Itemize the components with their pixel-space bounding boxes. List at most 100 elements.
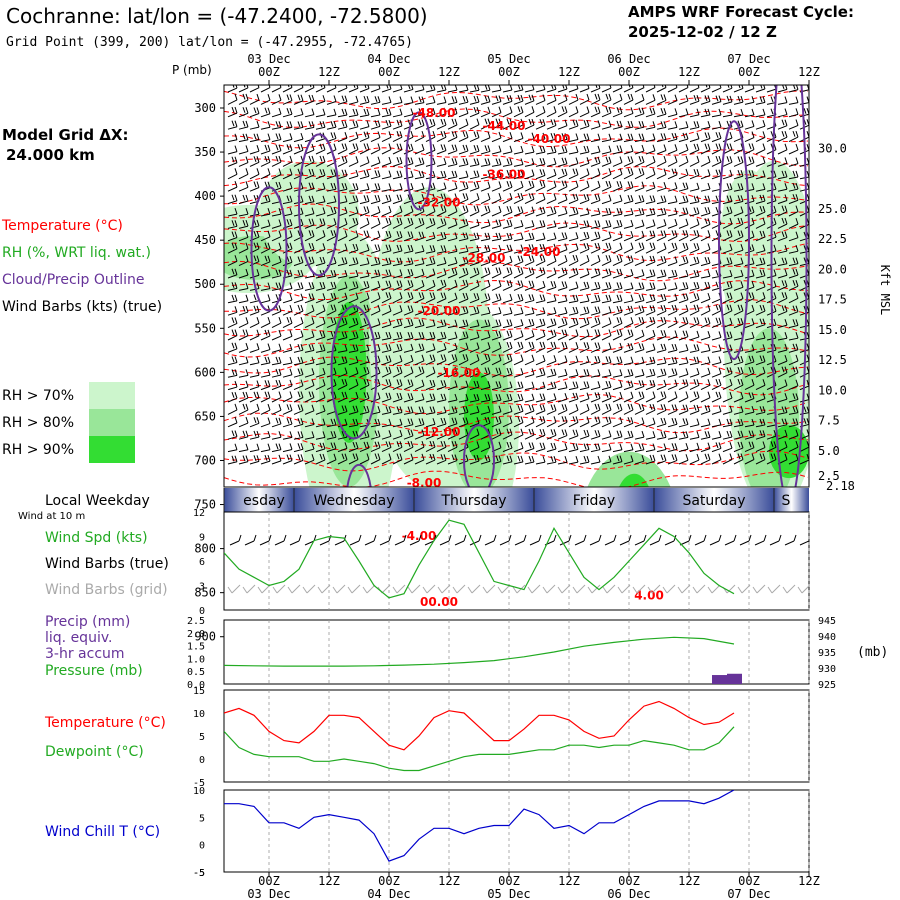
wind-barb [799, 199, 809, 205]
wind-barb-flag [641, 208, 645, 215]
wind-barb-flag [322, 317, 326, 324]
wind-barb [645, 99, 656, 105]
wind-barb [348, 397, 359, 403]
wind-barb [524, 421, 535, 428]
wind-barb-flag [608, 220, 612, 227]
wind-barb-flag [627, 255, 631, 262]
wind-barb-flag [333, 95, 337, 102]
wind-barb-flag [616, 282, 620, 289]
wind-barb-flag [520, 206, 524, 213]
wind-barb-flag [685, 155, 689, 163]
legend-wind-at: Wind at 10 m [18, 511, 85, 522]
wind-barb [491, 422, 502, 428]
wind-barb [304, 336, 315, 341]
wind-barb [579, 422, 590, 428]
wind-barb-flag [561, 267, 565, 274]
wind-barb-flag [685, 404, 689, 411]
wind-barb-flag [399, 366, 403, 373]
grid-wind-barb [786, 584, 796, 594]
wind-barb-flag [616, 356, 620, 363]
wind-barb-flag [443, 393, 447, 401]
wind-barb-flag [685, 356, 689, 364]
wind-barb-flag [751, 405, 755, 413]
wind-barb-flag [685, 168, 689, 176]
wind-barb [436, 199, 447, 205]
wind-barb [403, 223, 414, 229]
wind-barb-flag [333, 367, 337, 374]
wind-barb [458, 285, 469, 291]
grid-wind-barb [471, 584, 481, 594]
wind-barb [238, 126, 249, 130]
wind-barb-flag [297, 256, 301, 263]
wind-barb [634, 139, 645, 143]
wind-barb [634, 348, 645, 353]
wind-barb [414, 149, 425, 155]
wind-barb-flag [740, 156, 744, 163]
wind-barb-flag [267, 294, 271, 301]
grid-wind-barb [666, 584, 676, 594]
wind-barb-flag [242, 120, 246, 127]
wind-barb-flag [487, 381, 491, 388]
wind-barb-flag [311, 404, 315, 411]
wind-barb [260, 409, 271, 415]
wind-barb-flag [663, 155, 667, 163]
wind-barb-flag [399, 244, 403, 252]
wind-barb-flag [520, 280, 524, 287]
rh-region [739, 328, 799, 487]
wind-barb-flag [707, 317, 711, 324]
time-tick-label: 12Z [678, 65, 700, 79]
wind-barb-flag [608, 133, 612, 140]
wind-barb [381, 188, 392, 192]
wind-barb-flag [641, 316, 645, 324]
wind-barb-flag [333, 257, 337, 264]
wind-barb-flag [278, 230, 282, 237]
wind-barb-flag [487, 256, 491, 263]
wind-barb-flag [410, 143, 414, 151]
wind-barb-flag [231, 329, 235, 336]
wind-barb-flag [484, 232, 488, 239]
wind-barb-flag [410, 379, 414, 386]
wind-barb-flag [289, 368, 293, 375]
weekday-cell [414, 488, 534, 512]
wind-barb [612, 162, 623, 167]
wind-barb [458, 386, 469, 391]
wind-barb-flag [234, 156, 238, 163]
wind-barb [502, 434, 513, 440]
wind-barb [788, 385, 799, 391]
grid-wind-barb-flag [362, 586, 368, 594]
wind-barb-flag [748, 430, 752, 437]
wind-barb [557, 163, 568, 167]
wind-barb-flag [297, 304, 301, 311]
wind-barb [744, 275, 755, 279]
wind-barb-flag [407, 269, 411, 275]
wind-barb [535, 174, 546, 180]
wind-barb-flag [660, 305, 664, 311]
wind-barb-flag [278, 133, 282, 140]
wind-barb-flag [542, 119, 546, 126]
wind-barb [249, 436, 260, 440]
wind-barb [282, 248, 293, 254]
wind-barb-flag [759, 355, 763, 362]
wind-barb-flag [267, 391, 271, 398]
grid-wind-barb-flag [767, 586, 773, 594]
wind-barb [447, 285, 458, 291]
wind-barb [469, 164, 480, 167]
wind-barb [788, 163, 799, 167]
wind-barb-flag [451, 417, 455, 424]
grid-wind-barb-flag [332, 586, 338, 594]
cloud-outline [298, 133, 340, 277]
wind-barb [392, 360, 403, 366]
wind-barb-flag [685, 344, 689, 351]
wind-barb-flag [737, 453, 741, 460]
wind-barb-flag [762, 96, 766, 103]
wind-barb-flag [531, 280, 535, 287]
surface-wind-barb-flag [718, 534, 722, 542]
wind-barb-flag [300, 207, 304, 214]
wind-barb-flag [539, 158, 543, 164]
wind-barb-flag [594, 430, 598, 436]
wind-barb-flag [594, 106, 598, 113]
wind-barb-flag [751, 156, 755, 163]
wind-barb [425, 399, 436, 403]
wind-barb [381, 176, 392, 180]
wind-barb-flag [531, 267, 535, 274]
